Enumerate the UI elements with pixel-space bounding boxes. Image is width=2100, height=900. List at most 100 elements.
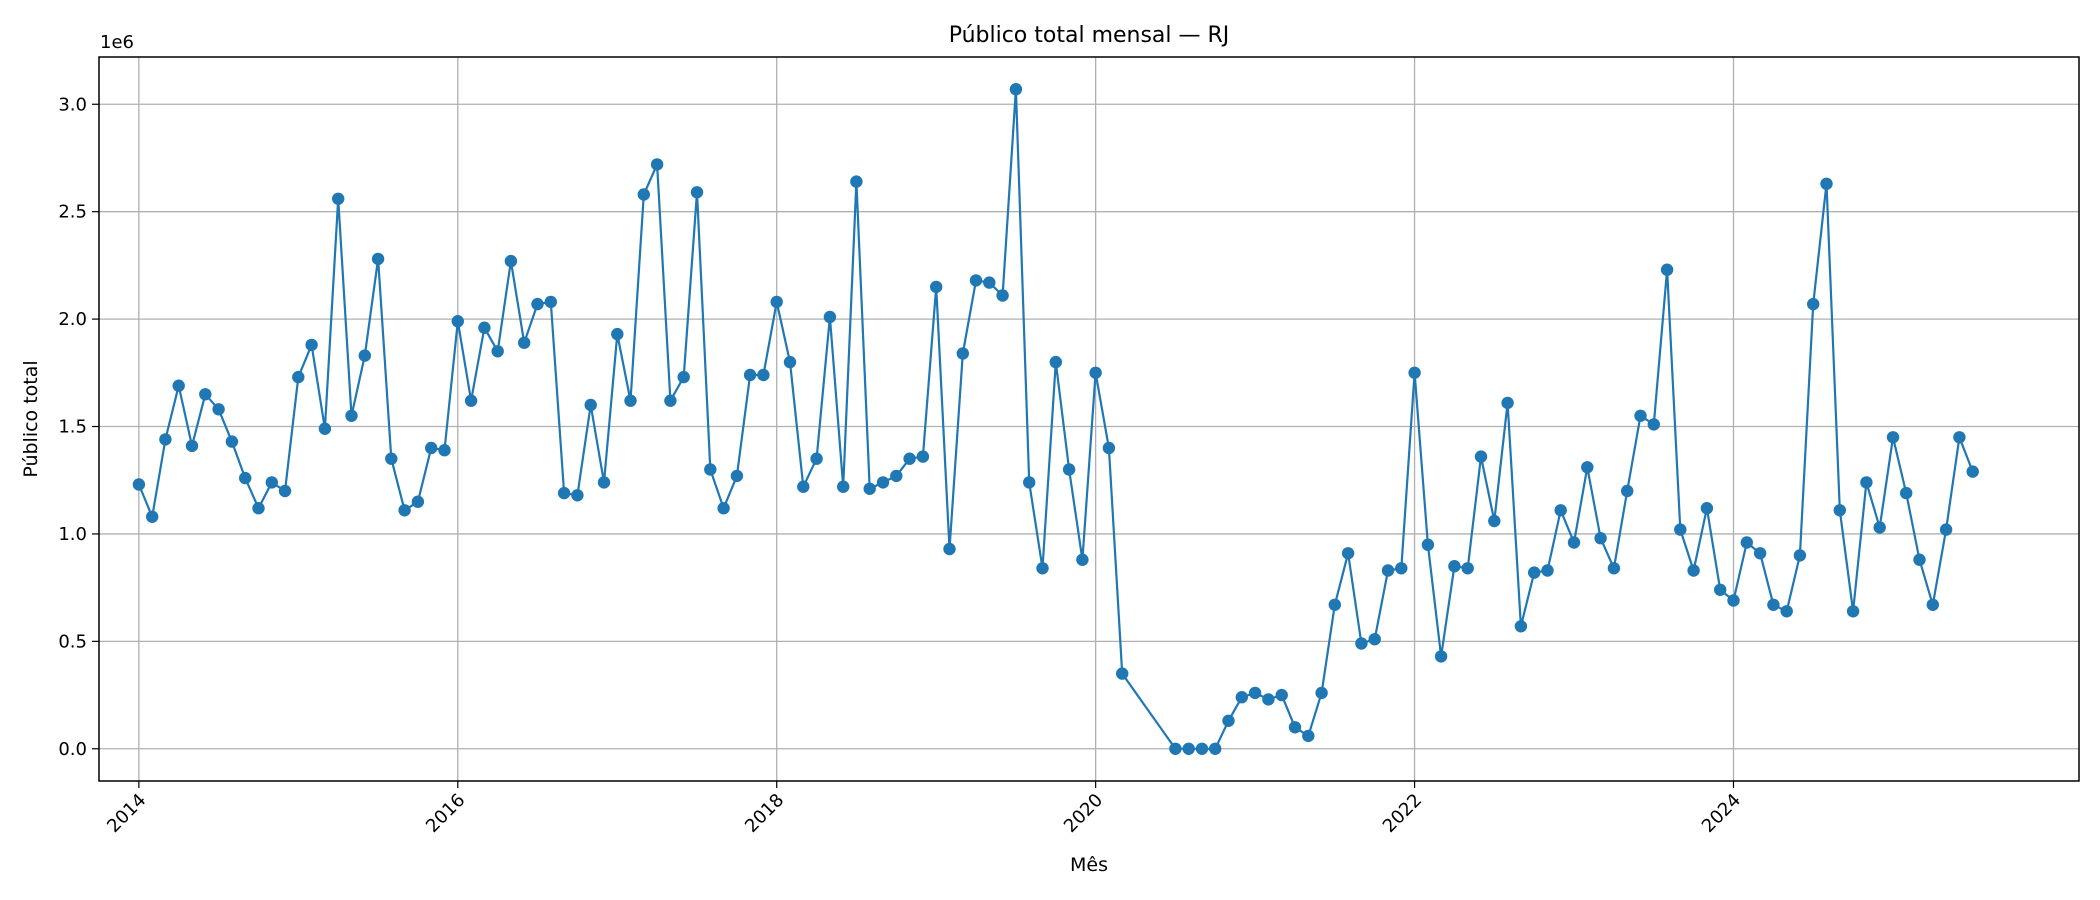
data-point [1647,418,1661,431]
data-point [969,274,983,287]
data-point [411,495,425,508]
series-markers [132,83,1979,755]
data-point [1900,486,1913,500]
data-point [1567,536,1581,549]
x-tick-label: 2020 [1060,790,1107,837]
data-point [1780,605,1793,618]
data-point [1368,633,1381,646]
data-point [1807,297,1820,311]
data-point [1833,504,1847,517]
data-point [1421,538,1435,551]
y-tick-label: 2.0 [58,309,87,330]
data-point [252,502,265,515]
data-point [1395,562,1408,575]
data-point [797,480,810,493]
data-point [491,345,504,358]
data-point [292,370,305,384]
data-point [1528,566,1541,579]
data-point [278,484,292,498]
data-point [1594,532,1607,545]
data-point [1182,742,1195,755]
data-point [132,478,146,491]
data-point [1116,667,1129,680]
data-point [345,409,358,422]
data-point [225,435,239,448]
y-tick-label: 1.5 [58,417,87,438]
chart-title: Público total mensal — RJ [949,23,1230,48]
data-point [1514,620,1528,633]
data-point [584,398,597,412]
data-point [1076,553,1089,566]
data-point [1687,564,1700,577]
data-point [1315,686,1328,700]
x-axis-label: Mês [1070,854,1108,876]
data-point [996,289,1009,302]
y-axis-ticks: 0.0 0.5 1.0 1.5 2.0 2.5 3.0 [58,94,99,760]
data-point [212,403,225,416]
data-point [1022,476,1036,489]
data-point [1846,605,1860,618]
data-point [624,394,637,407]
data-point [637,188,650,201]
data-point [464,394,478,407]
data-point [1248,686,1262,700]
data-point [1966,465,1979,478]
data-point [1727,594,1740,607]
data-point [318,422,332,435]
data-point [1036,562,1049,575]
data-point [956,347,969,360]
data-point [810,452,823,465]
data-point [1634,409,1647,422]
data-point [1541,564,1554,577]
data-point [1275,688,1288,702]
data-point [650,158,664,171]
data-point [611,327,624,341]
data-point [1235,691,1249,704]
data-point [1700,502,1714,515]
y-tick-label: 0.5 [58,631,87,652]
data-point [1089,366,1102,379]
data-point [305,338,318,352]
data-point [770,295,783,309]
data-point [743,368,757,382]
data-point [1448,560,1461,573]
data-point [1607,562,1621,575]
data-point [823,310,837,324]
data-point [1488,514,1501,528]
y-tick-label: 1.0 [58,524,87,545]
data-point [1939,523,1953,536]
data-point [1740,536,1754,549]
data-point [1793,549,1807,562]
data-point [504,254,518,268]
data-point [1474,450,1488,463]
x-axis-ticks: 2014 2016 2018 2020 2022 2024 [103,781,1745,837]
data-point [717,502,730,515]
data-point [557,486,571,500]
series-line-group [137,88,1974,750]
data-point [371,252,385,266]
data-point [1328,598,1342,611]
data-point [159,433,172,446]
data-point [239,471,252,485]
y-offset-label: 1e6 [100,32,134,53]
data-point [1753,547,1767,560]
data-point [1674,523,1687,536]
data-point [837,480,850,493]
series-line [137,88,1974,750]
data-point [531,297,544,311]
y-tick-label: 0.0 [58,739,87,760]
data-point [1860,476,1873,489]
data-point [1009,83,1023,96]
x-tick-label: 2022 [1379,790,1426,837]
x-tick-label: 2018 [741,790,788,837]
data-point [1886,431,1900,444]
data-point [438,444,451,457]
data-point [983,276,996,289]
grid [99,57,2079,781]
data-point [1355,637,1368,650]
data-point [930,280,943,294]
data-point [1953,431,1966,444]
data-point [1554,504,1567,517]
data-point [544,295,557,309]
